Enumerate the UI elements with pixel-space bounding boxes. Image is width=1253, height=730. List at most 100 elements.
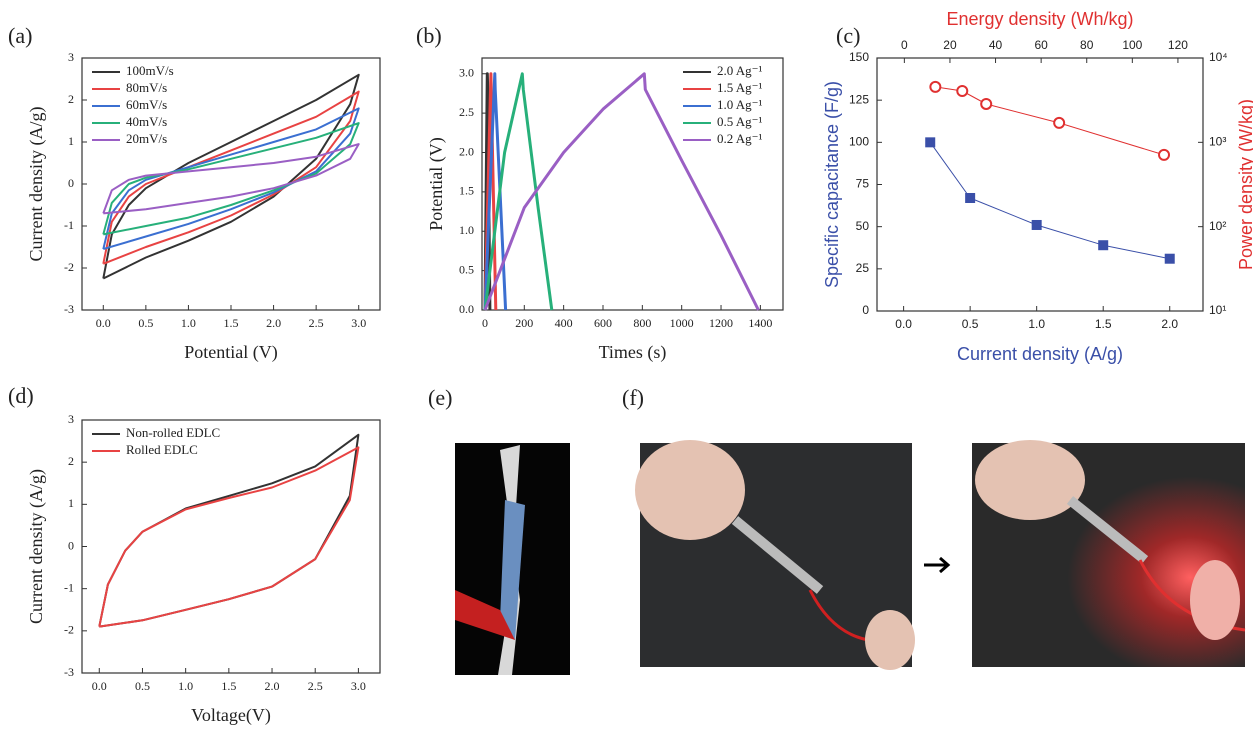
legend-label: 0.5 Ag⁻¹	[717, 114, 763, 129]
x2-tick-label: 100	[1122, 38, 1142, 52]
x-axis-title: Voltage(V)	[191, 705, 271, 726]
photo-f1	[635, 440, 915, 670]
marker	[1032, 220, 1042, 230]
y-tick-label: 75	[856, 177, 870, 191]
y2-tick-label: 10⁴	[1209, 50, 1228, 64]
figure: (e) (f) (a) 0.0 0.5 1.0 1.5 2.0 2.5 3.0 -3 -2 -1 0 1…	[0, 0, 1253, 730]
marker	[930, 82, 940, 92]
x-tick-label: 3.0	[351, 679, 366, 693]
x-tick-label: 1000	[670, 316, 694, 330]
y-tick-label: 1.5	[459, 184, 474, 198]
x-tick-label: 200	[515, 316, 533, 330]
x-tick-label: 2.5	[309, 316, 324, 330]
panel-label: (e)	[428, 385, 452, 410]
y2-tick-label: 10¹	[1209, 303, 1226, 317]
y-tick-label: -3	[64, 302, 74, 316]
panel-label: (c)	[836, 23, 860, 48]
legend-label: 80mV/s	[126, 80, 167, 95]
marker	[981, 99, 991, 109]
y-tick-label: 0	[68, 176, 74, 190]
y-tick-label: 3.0	[459, 66, 474, 80]
x-tick-label: 2.5	[308, 679, 323, 693]
y-tick-label: -3	[64, 665, 74, 679]
x2-tick-label: 40	[989, 38, 1003, 52]
data-line	[99, 435, 358, 627]
x-tick-label: 800	[633, 316, 651, 330]
y-tick-label: 1.0	[459, 223, 474, 237]
y-tick-label: 2.5	[459, 105, 474, 119]
x2-axis-title: Energy density (Wh/kg)	[946, 9, 1133, 29]
legend-label: 1.0 Ag⁻¹	[717, 97, 763, 112]
legend-label: 20mV/s	[126, 131, 167, 146]
y2-tick-label: 10²	[1209, 219, 1226, 233]
x-tick-label: 3.0	[351, 316, 366, 330]
y2-tick-label: 10³	[1209, 135, 1226, 149]
x-tick-label: 1.5	[224, 316, 239, 330]
x-tick-label: 1.0	[178, 679, 193, 693]
y-tick-label: 2	[68, 454, 74, 468]
marker	[1054, 118, 1064, 128]
x-tick-label: 0.5	[135, 679, 150, 693]
y-tick-label: -1	[64, 218, 74, 232]
x-tick-label: 0.5	[138, 316, 153, 330]
y-tick-label: 0	[862, 303, 869, 317]
legend-label: 40mV/s	[126, 114, 167, 129]
marker	[1159, 150, 1169, 160]
marker	[925, 137, 935, 147]
legend-label: 60mV/s	[126, 97, 167, 112]
data-line	[99, 447, 358, 626]
panel-label: (f)	[622, 385, 644, 410]
x-tick-label: 400	[555, 316, 573, 330]
x-tick-label: 2.0	[266, 316, 281, 330]
plot-frame	[82, 420, 380, 673]
x-axis-title: Current density (A/g)	[957, 344, 1123, 364]
x-tick-label: 1400	[748, 316, 772, 330]
x-axis-title: Potential (V)	[184, 342, 277, 363]
y-tick-label: 25	[856, 261, 870, 275]
y-axis-title: Specific capacitance (F/g)	[822, 81, 842, 288]
x-tick-label: 600	[594, 316, 612, 330]
y-tick-label: 150	[849, 50, 869, 64]
legend-label: 100mV/s	[126, 63, 174, 78]
x-tick-label: 1200	[709, 316, 733, 330]
x-axis-title: Times (s)	[599, 342, 667, 363]
x2-tick-label: 80	[1080, 38, 1094, 52]
y-tick-label: 1	[68, 496, 74, 510]
y-tick-label: 2.0	[459, 144, 474, 158]
x-tick-label: 0.0	[895, 317, 912, 331]
y-tick-label: 125	[849, 92, 869, 106]
x-tick-label: 1.0	[1028, 317, 1045, 331]
x-tick-label: 0.5	[962, 317, 979, 331]
marker	[965, 193, 975, 203]
y-tick-label: 2	[68, 92, 74, 106]
y-tick-label: -2	[64, 260, 74, 274]
x2-tick-label: 120	[1168, 38, 1188, 52]
y-tick-label: 0	[68, 538, 74, 552]
x-tick-label: 2.0	[265, 679, 280, 693]
x2-tick-label: 20	[943, 38, 957, 52]
panel-label: (a)	[8, 23, 32, 48]
x-tick-label: 0.0	[96, 316, 111, 330]
y-axis-title: Current density (A/g)	[26, 107, 47, 262]
y-tick-label: 1	[68, 134, 74, 148]
x2-tick-label: 0	[901, 38, 908, 52]
y-tick-label: 50	[856, 219, 870, 233]
y-axis-title: Current density (A/g)	[26, 469, 47, 624]
panel-label: (d)	[8, 383, 34, 408]
marker	[1165, 254, 1175, 264]
arrow	[924, 558, 948, 572]
x-tick-label: 1.5	[1095, 317, 1112, 331]
legend-label: 1.5 Ag⁻¹	[717, 80, 763, 95]
x-tick-label: 1.0	[181, 316, 196, 330]
y-tick-label: -1	[64, 580, 74, 594]
legend-label: Non-rolled EDLC	[126, 425, 220, 440]
panel-label: (b)	[416, 23, 442, 48]
y-tick-label: 0.0	[459, 302, 474, 316]
photo-e	[455, 443, 570, 675]
photo-f2	[972, 440, 1245, 667]
plot-frame	[877, 58, 1203, 311]
x-tick-label: 0.0	[92, 679, 107, 693]
x-tick-label: 2.0	[1161, 317, 1178, 331]
x2-tick-label: 60	[1034, 38, 1048, 52]
y-tick-label: 3	[68, 50, 74, 64]
